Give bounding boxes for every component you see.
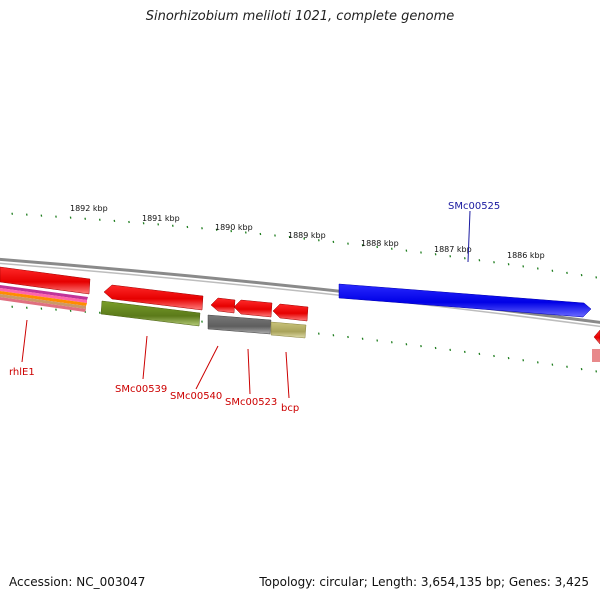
label-smc00525[interactable]: SMc00525	[448, 201, 500, 212]
accession-text: Accession: NC_003047	[9, 575, 146, 589]
gene-rhle1[interactable]	[0, 285, 88, 312]
gene-right-edge-red[interactable]	[593, 329, 600, 345]
scale-label-1890: 1890 kbp	[215, 223, 253, 232]
label-smc00540[interactable]: SMc00540	[170, 391, 222, 402]
gene-left-red[interactable]	[0, 266, 91, 295]
label-smc00523[interactable]: SMc00523	[225, 397, 277, 408]
forward-strand-genes	[338, 283, 592, 318]
gene-red-4[interactable]	[272, 303, 309, 322]
map-title: Sinorhizobium meliloti 1021, complete ge…	[145, 9, 455, 24]
scale-label-1891: 1891 kbp	[142, 214, 180, 223]
scale-label-1886: 1886 kbp	[507, 251, 545, 260]
gene-labels: SMc00525 rhlE1 SMc00539 SMc00540 SMc0052…	[9, 201, 500, 414]
scale-label-1887: 1887 kbp	[434, 245, 472, 254]
reverse-strand-genes	[0, 266, 600, 362]
scale-label-1888: 1888 kbp	[361, 239, 399, 248]
gene-red-1[interactable]	[103, 284, 204, 311]
outer-tick-ring	[11, 212, 598, 279]
gene-smc00539[interactable]	[100, 300, 201, 327]
gene-red-3[interactable]	[233, 299, 273, 318]
scale-label-1889: 1889 kbp	[288, 231, 326, 240]
gene-smc00525[interactable]	[338, 283, 592, 318]
genome-summary-text: Topology: circular; Length: 3,654,135 bp…	[259, 575, 589, 589]
scale-labels: 1892 kbp 1891 kbp 1890 kbp 1889 kbp 1888…	[70, 204, 545, 260]
label-smc00539[interactable]: SMc00539	[115, 384, 167, 395]
scale-label-1892: 1892 kbp	[70, 204, 108, 213]
label-rhle1[interactable]: rhlE1	[9, 367, 35, 378]
gene-red-2[interactable]	[210, 297, 236, 314]
gene-bcp[interactable]	[270, 321, 307, 339]
label-leaders	[21, 210, 471, 399]
label-bcp[interactable]: bcp	[281, 403, 299, 414]
gene-right-edge-pink[interactable]	[592, 349, 600, 362]
gene-smc00523[interactable]	[207, 314, 272, 335]
